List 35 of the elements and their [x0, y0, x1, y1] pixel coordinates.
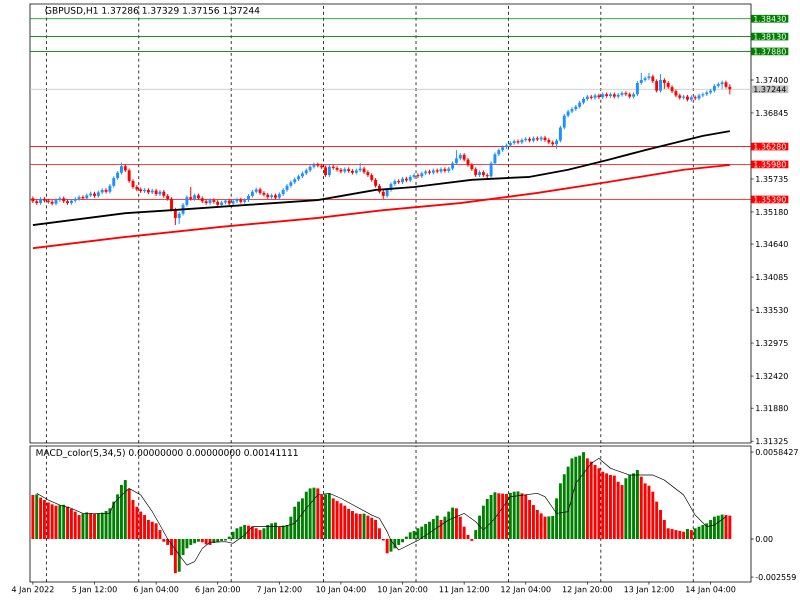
y-tick-label: 0.00: [756, 536, 773, 542]
ref-line-label: 1.35390: [754, 196, 786, 202]
x-tick-label: 10 Jan 20:00: [378, 586, 428, 594]
ref-line-label: 1.36280: [754, 144, 786, 150]
x-tick-label: 4 Jan 2022: [12, 586, 54, 594]
y-tick-label: 1.34085: [756, 274, 788, 280]
y-tick-label: 0.0058427: [756, 449, 798, 456]
ref-line-label: 1.35980: [754, 161, 786, 168]
x-tick-label: 7 Jan 12:00: [257, 586, 302, 594]
x-tick-label: 6 Jan 04:00: [134, 586, 178, 594]
y-tick-label: 1.34640: [756, 241, 788, 248]
x-tick-label: 13 Jan 12:00: [624, 586, 674, 594]
ref-line-label: 1.37244: [754, 86, 786, 92]
y-tick-label: 1.31880: [756, 405, 788, 412]
chart-title: MACD_color(5,34,5) 0.00000000 0.00000000 0.00141111: [36, 448, 298, 458]
x-tick-label: 12 Jan 04:00: [501, 586, 551, 594]
ref-line-label: 1.38130: [754, 34, 786, 40]
y-tick-label: 1.31325: [756, 438, 788, 444]
x-tick-label: 6 Jan 20:00: [195, 586, 240, 594]
y-tick-label: 1.36845: [756, 110, 788, 116]
x-tick-label: 5 Jan 12:00: [72, 586, 117, 594]
y-tick-label: 1.35180: [756, 208, 788, 215]
ref-line-label: 1.38430: [754, 16, 786, 22]
x-tick-label: 12 Jan 20:00: [562, 586, 612, 594]
y-tick-label: 1.32420: [756, 373, 788, 380]
y-tick-label: 1.35735: [756, 176, 788, 182]
x-tick-label: 11 Jan 12:00: [440, 586, 489, 594]
y-tick-label: 1.32975: [756, 340, 788, 346]
x-tick-label: 14 Jan 04:00: [686, 586, 736, 594]
x-tick-label: 10 Jan 04:00: [316, 586, 366, 594]
y-tick-label: 1.37400: [756, 76, 788, 83]
ref-line-label: 1.37880: [754, 48, 786, 54]
chart-title: GBPUSD,H1 1.37286 1.37329 1.37156 1.37244: [45, 6, 260, 15]
y-tick-label: -0.002559: [756, 574, 796, 580]
y-tick-label: 1.33530: [756, 307, 788, 314]
